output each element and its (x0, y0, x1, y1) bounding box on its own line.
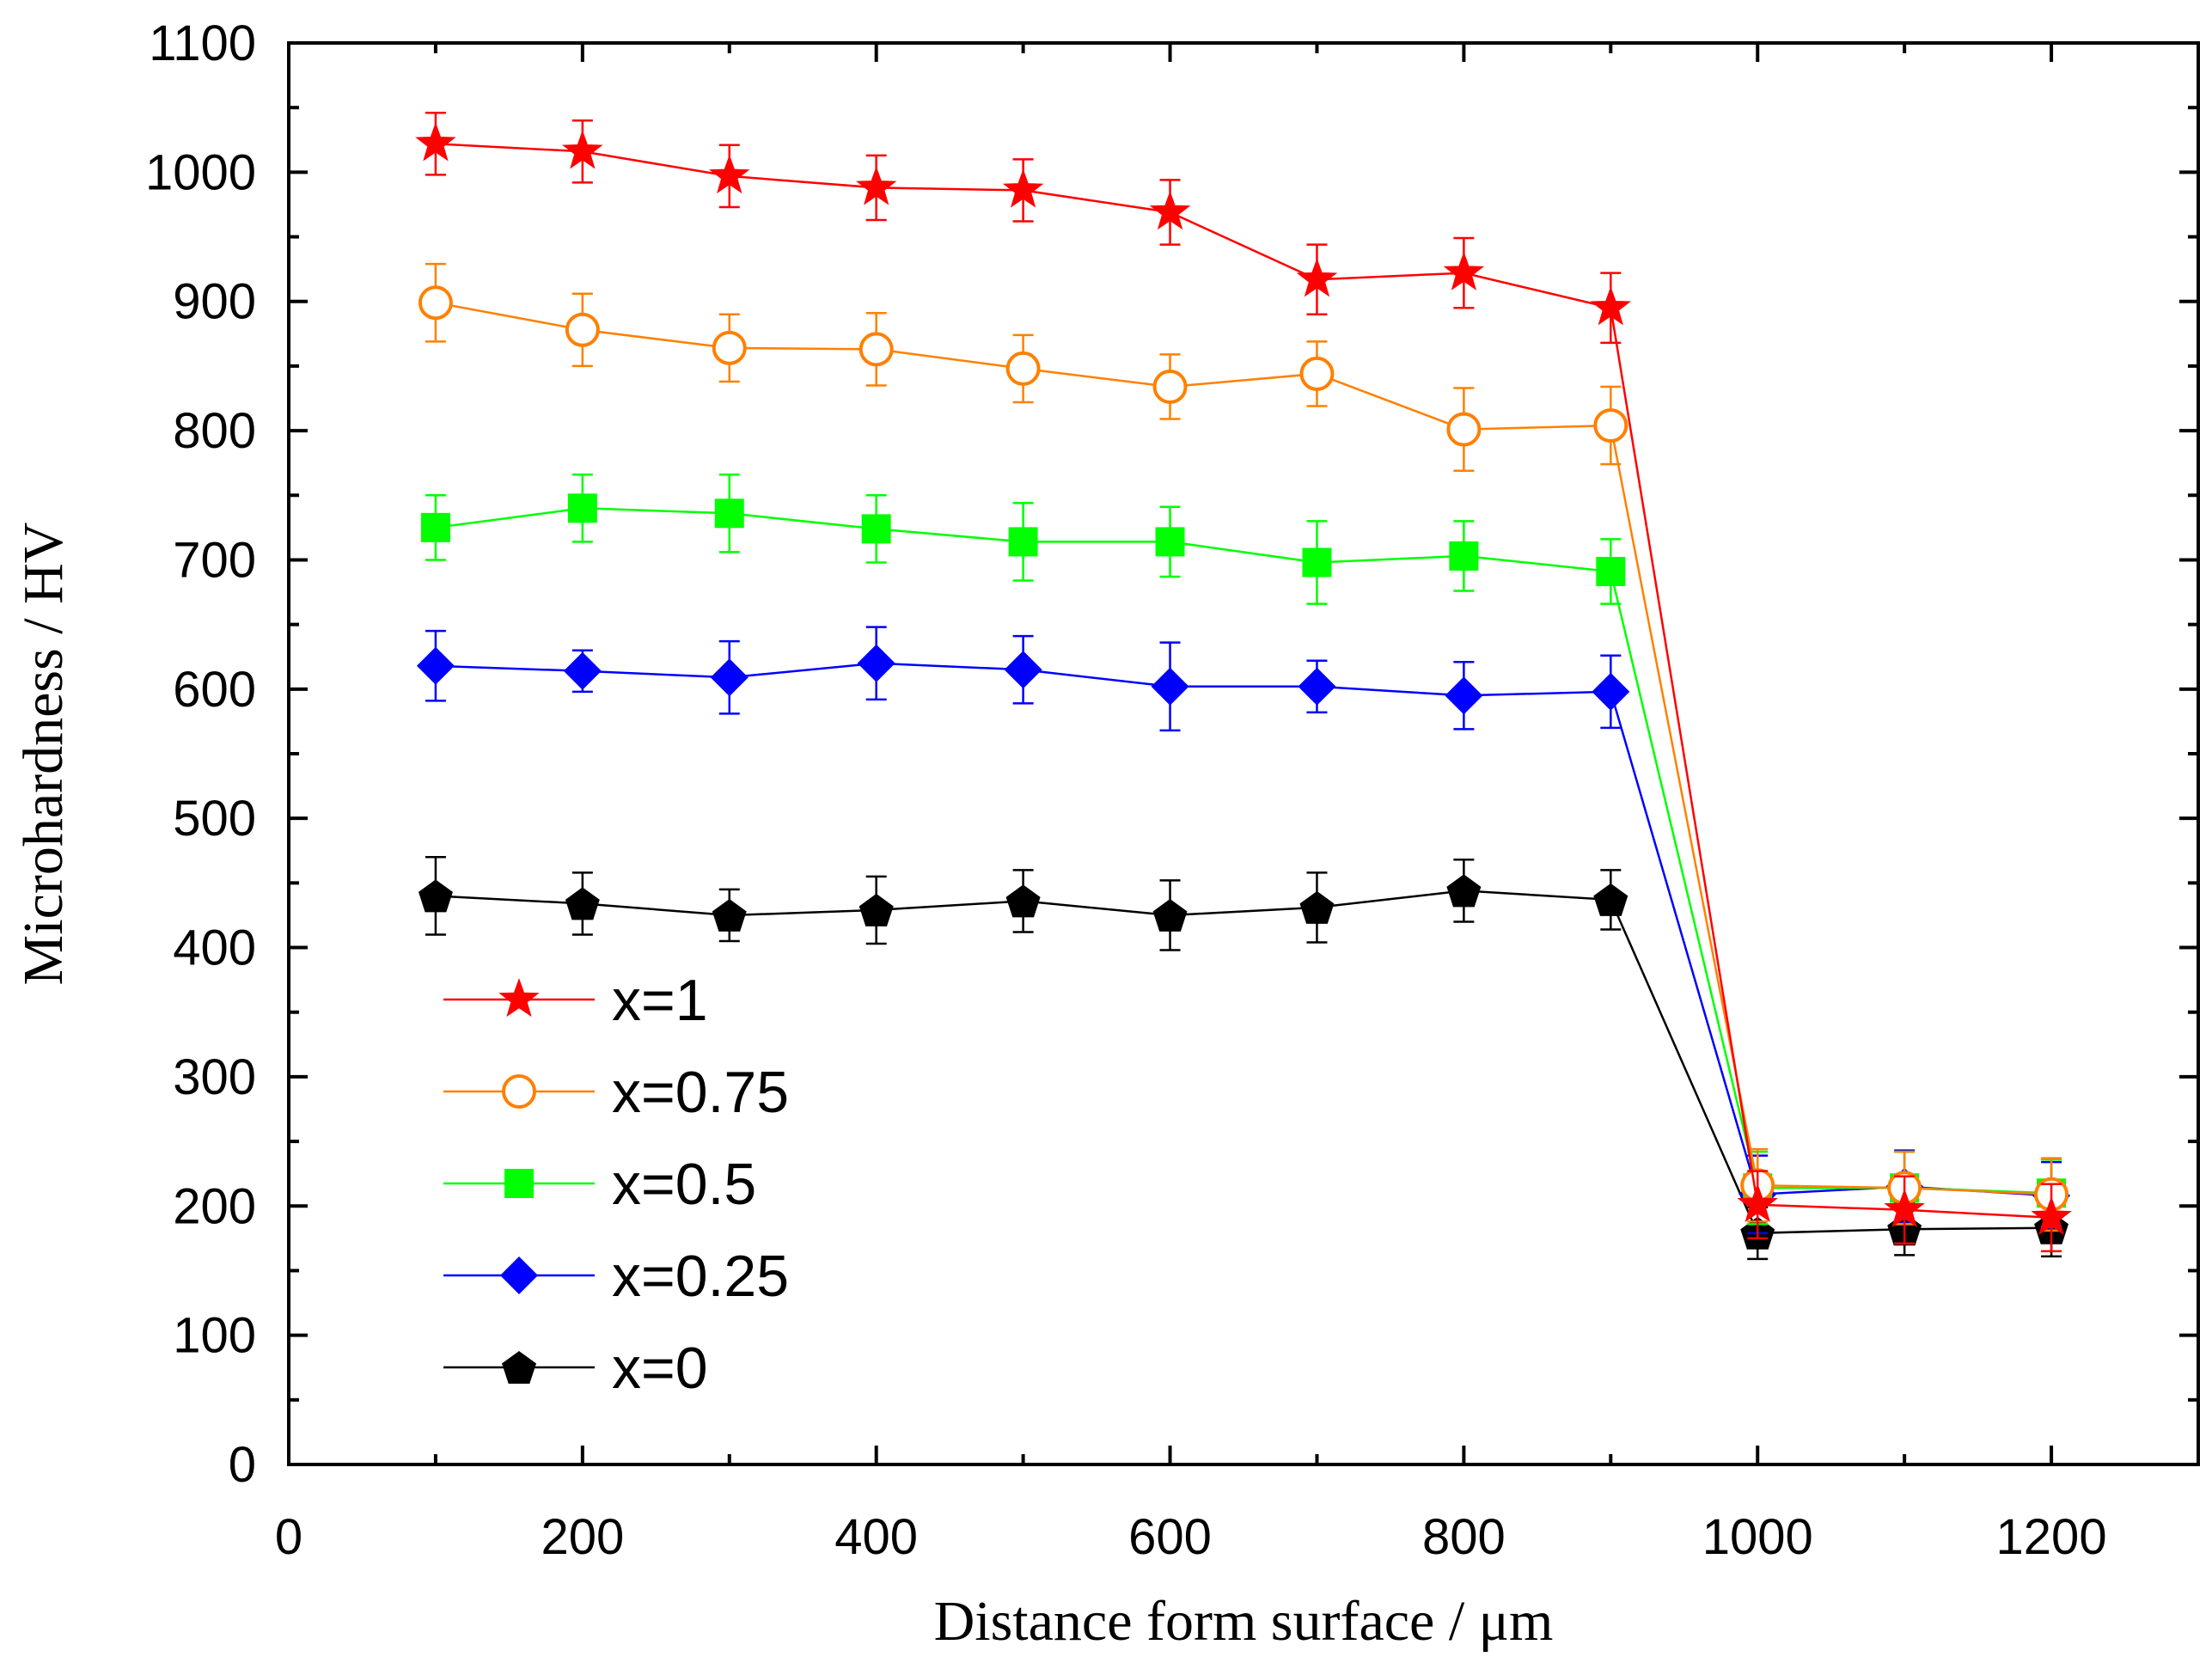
legend-item: x=0 (443, 1336, 708, 1401)
legend-label: x=0.25 (612, 1244, 789, 1309)
data-point (1446, 874, 1482, 908)
data-point (416, 646, 455, 685)
data-point (857, 644, 895, 682)
data-point (1593, 408, 1628, 443)
data-point (1008, 527, 1038, 557)
x-tick-label: 1000 (1702, 1509, 1813, 1565)
series-line (435, 507, 2052, 1195)
x-tick-label: 0 (275, 1509, 302, 1565)
data-point (1002, 168, 1044, 208)
data-point (567, 493, 597, 523)
y-tick-label: 200 (173, 1178, 256, 1234)
y-tick-label: 900 (173, 274, 256, 330)
legend-marker (502, 1351, 536, 1384)
data-point (1884, 1188, 1925, 1228)
series-line (435, 301, 2052, 1195)
y-tick-label: 400 (173, 920, 256, 976)
y-tick-label: 1100 (149, 15, 256, 71)
data-point (708, 154, 750, 194)
series-layer (415, 111, 2072, 1261)
data-point (418, 285, 453, 321)
x-tick-label: 200 (541, 1509, 624, 1565)
x-axis-title: Distance form surface / μm (934, 1590, 1554, 1653)
data-point (859, 893, 894, 926)
legend-label: x=0 (612, 1336, 708, 1401)
data-point (861, 514, 891, 544)
legend-item: x=0.5 (443, 1152, 756, 1217)
x-axis-ticks: 0 200 400 600 800 1000 1200 (275, 43, 2200, 1565)
legend-label: x=0.75 (612, 1060, 789, 1125)
y-tick-label: 700 (173, 532, 256, 588)
legend-label: x=0.5 (612, 1152, 756, 1217)
data-point (1155, 527, 1185, 557)
legend-marker (502, 1074, 536, 1109)
data-point (1592, 672, 1630, 711)
data-point (565, 312, 600, 347)
data-point (1299, 890, 1335, 924)
data-point (1152, 899, 1188, 932)
data-point (856, 166, 897, 205)
x-tick-label: 400 (834, 1509, 918, 1565)
data-point (1593, 883, 1628, 916)
legend-label: x=1 (612, 968, 708, 1033)
data-point (563, 651, 602, 690)
y-axis-title: Microhardness / HV (12, 523, 75, 986)
data-point (415, 122, 456, 162)
legend: x=1 x=0.75 x=0.5 x=0.25 x=0 (443, 968, 789, 1401)
data-point (1446, 412, 1482, 447)
data-point (1737, 1183, 1779, 1223)
series-x=0 (419, 856, 2068, 1261)
data-point (710, 658, 749, 697)
data-point (714, 498, 744, 529)
plot-frame (287, 41, 2200, 1466)
data-point (712, 899, 747, 932)
y-tick-label: 600 (173, 662, 256, 718)
series-line (435, 143, 2052, 1220)
data-point (565, 887, 600, 920)
data-point (1596, 556, 1626, 586)
y-tick-label: 500 (173, 791, 256, 847)
series-line (435, 662, 2052, 1197)
data-point (1005, 884, 1041, 918)
data-point (562, 130, 603, 169)
series-x=0.75 (418, 262, 2069, 1232)
data-point (1590, 286, 1632, 326)
data-point (1152, 369, 1188, 404)
data-point (1005, 351, 1041, 386)
data-point (712, 330, 747, 365)
data-point (1299, 356, 1335, 391)
legend-item: x=0.75 (443, 1060, 789, 1125)
y-tick-label: 100 (173, 1308, 256, 1364)
data-point (1445, 676, 1483, 715)
x-tick-label: 1200 (1996, 1509, 2107, 1565)
data-point (1302, 547, 1332, 578)
y-axis-ticks: 0 100 200 300 400 500 600 700 800 900 1000 1100 (145, 15, 2198, 1493)
data-point (1449, 541, 1479, 571)
legend-item: x=0.25 (443, 1244, 789, 1309)
series-line (435, 890, 2052, 1235)
data-point (859, 332, 894, 367)
y-tick-label: 0 (229, 1437, 256, 1493)
data-point (1004, 651, 1042, 689)
data-point (1151, 667, 1189, 706)
legend-item: x=1 (443, 968, 708, 1033)
legend-marker (504, 1169, 534, 1198)
data-point (420, 512, 450, 542)
data-point (1149, 191, 1191, 230)
data-point (419, 879, 453, 913)
x-tick-label: 600 (1128, 1509, 1212, 1565)
y-tick-label: 300 (173, 1049, 256, 1105)
series-x=1 (415, 111, 2072, 1253)
x-tick-label: 800 (1422, 1509, 1506, 1565)
data-point (1296, 258, 1338, 297)
data-point (1443, 251, 1485, 290)
y-tick-label: 1000 (145, 144, 256, 200)
data-point (1298, 667, 1336, 706)
legend-marker (498, 978, 540, 1018)
data-point (2031, 1195, 2072, 1236)
legend-marker (500, 1256, 538, 1294)
y-tick-label: 800 (173, 403, 256, 459)
